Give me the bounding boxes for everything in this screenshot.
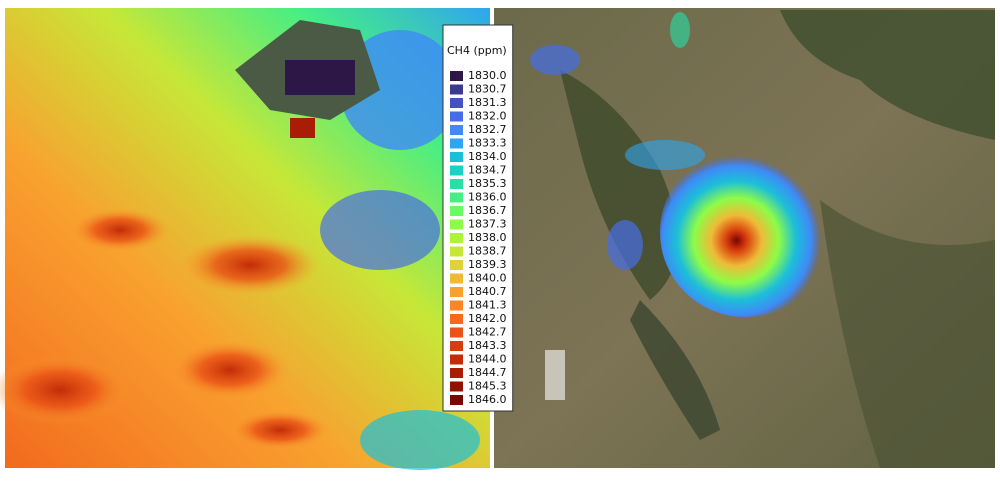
legend-label: 1840.0 <box>468 272 507 285</box>
legend-swatch <box>450 179 463 189</box>
satellite-panel <box>494 8 995 468</box>
legend-label: 1839.3 <box>468 258 507 271</box>
legend-swatch <box>450 152 463 162</box>
legend-swatch <box>450 354 463 365</box>
legend-swatch <box>450 233 463 243</box>
legend-swatch <box>450 273 463 284</box>
legend-label: 1838.0 <box>468 231 507 244</box>
legend-label: 1838.7 <box>468 245 507 258</box>
legend-label: 1830.7 <box>468 83 507 96</box>
legend-swatch <box>450 327 463 338</box>
legend-swatch <box>450 287 463 297</box>
legend-label: 1837.3 <box>468 218 507 231</box>
legend-title: CH4 (ppm) <box>447 44 507 57</box>
legend-swatch <box>450 368 463 378</box>
legend-swatch <box>450 300 463 311</box>
legend-swatch <box>450 341 463 351</box>
legend-swatch <box>450 84 463 95</box>
legend-label: 1834.0 <box>468 150 507 163</box>
legend-label: 1840.7 <box>468 285 507 298</box>
legend-label: 1846.0 <box>468 393 507 406</box>
legend-label: 1842.7 <box>468 326 507 339</box>
legend-label: 1832.7 <box>468 123 507 136</box>
legend-swatch <box>450 246 463 257</box>
legend-swatch <box>450 395 463 405</box>
legend-label: 1842.0 <box>468 312 507 325</box>
concentration-panel <box>0 8 490 470</box>
legend-swatch <box>450 111 463 122</box>
legend-swatch <box>450 165 463 176</box>
legend-label: 1832.0 <box>468 110 507 123</box>
legend-label: 1830.0 <box>468 69 507 82</box>
legend-swatch <box>450 381 463 392</box>
legend-label: 1833.3 <box>468 137 507 150</box>
legend-label: 1835.3 <box>468 177 507 190</box>
legend-label: 1834.7 <box>468 164 507 177</box>
legend-swatch <box>450 260 463 270</box>
legend-label: 1836.0 <box>468 191 507 204</box>
legend-label: 1831.3 <box>468 96 507 109</box>
legend: CH4 (ppm) 1830.01830.71831.31832.01832.7… <box>442 24 514 412</box>
legend-swatch <box>450 206 463 216</box>
legend-label: 1845.3 <box>468 380 507 393</box>
legend-swatch <box>450 125 463 135</box>
legend-swatch <box>450 98 463 108</box>
legend-label: 1841.3 <box>468 299 507 312</box>
legend-swatch <box>450 314 463 324</box>
legend-swatch <box>450 219 463 230</box>
legend-swatch <box>450 71 463 81</box>
legend-label: 1836.7 <box>468 204 507 217</box>
legend-label: 1844.7 <box>468 366 507 379</box>
legend-swatch <box>450 192 463 203</box>
legend-label: 1844.0 <box>468 353 507 366</box>
legend-label: 1843.3 <box>468 339 507 352</box>
legend-swatch <box>450 138 463 149</box>
